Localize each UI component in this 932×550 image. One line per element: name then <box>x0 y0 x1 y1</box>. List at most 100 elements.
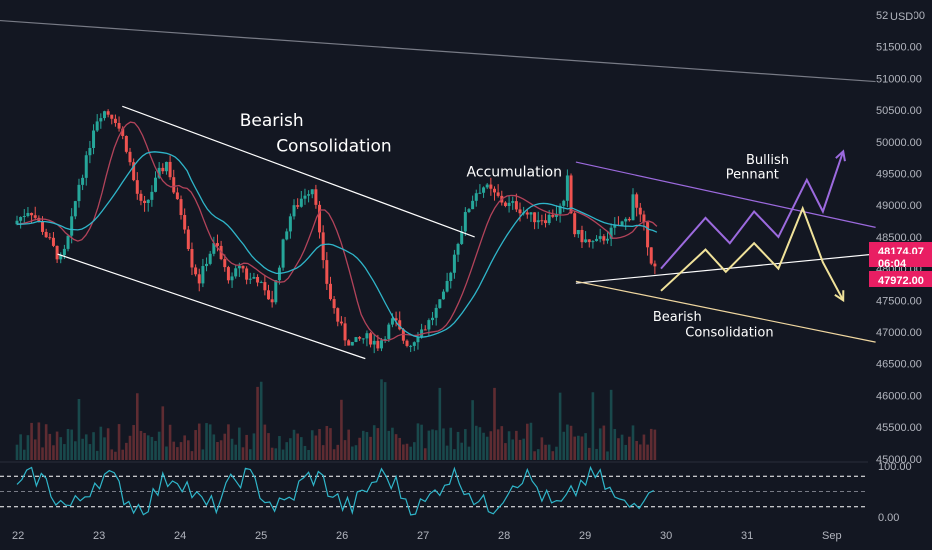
price-badge <box>869 254 932 267</box>
candle-body <box>380 340 383 349</box>
candle-body <box>88 147 92 156</box>
volume-bar <box>351 446 354 460</box>
candle-body <box>299 198 303 207</box>
volume-bar <box>41 447 44 460</box>
volume-bar <box>649 428 653 460</box>
volume-bar <box>445 445 449 460</box>
candle-body <box>565 175 569 201</box>
volume-bar <box>536 449 540 460</box>
annotation-text: Bearish <box>653 310 702 325</box>
candle-body <box>146 199 150 204</box>
consolidation-lower-line <box>575 280 876 343</box>
candle-body <box>605 238 609 241</box>
volume-bar <box>347 429 350 460</box>
volume-bar <box>26 435 30 460</box>
volume-bar <box>547 444 551 460</box>
volume-bar <box>55 431 59 460</box>
bearish-path-arrow <box>660 205 845 301</box>
candle-body <box>154 177 158 192</box>
volume-bar <box>369 436 372 460</box>
price-tick-label: 45000.00 <box>876 454 922 466</box>
volume-bar <box>653 429 657 460</box>
candle-body <box>270 299 274 303</box>
candle-body <box>183 215 187 230</box>
candle-body <box>390 318 394 325</box>
volume-bar <box>135 393 139 460</box>
candle-body <box>186 229 190 250</box>
volume-bar <box>314 435 318 460</box>
volume-bar <box>420 424 423 460</box>
candle-body <box>587 239 591 243</box>
volume-bar <box>300 437 303 460</box>
candle-body <box>226 267 230 281</box>
moving-average-fast <box>16 121 658 342</box>
volume-bar <box>391 427 394 460</box>
candle-body <box>350 341 354 346</box>
currency-label: USD <box>890 11 913 23</box>
volume-bar <box>205 423 208 460</box>
date-tick-label: 22 <box>12 530 24 542</box>
candle-body <box>649 247 653 264</box>
candle-body <box>598 236 602 239</box>
volume-bar <box>303 445 307 460</box>
volume-bar <box>617 438 620 460</box>
candle-body <box>595 238 599 242</box>
candle-body <box>201 266 205 284</box>
candle-body <box>514 201 518 210</box>
volume-bar <box>168 424 172 460</box>
volume-bar <box>227 424 230 460</box>
volume-bar <box>602 425 606 460</box>
candle-body <box>383 338 387 341</box>
candle-body <box>135 180 139 194</box>
candle-body <box>638 207 642 215</box>
volume-bar <box>489 431 493 460</box>
candle-body <box>212 243 216 254</box>
price-tick-label: 49000.00 <box>876 200 922 212</box>
candle-body <box>292 205 296 217</box>
volume-bar <box>84 434 88 460</box>
annotation-text: Consolidation <box>276 136 392 156</box>
candle-body <box>281 239 285 268</box>
volume-bar <box>114 451 117 460</box>
candle-body <box>124 135 128 152</box>
candle-body <box>635 194 639 208</box>
candle-body <box>584 239 588 243</box>
volume-bar <box>161 406 165 460</box>
annotation-text: Pennant <box>726 168 779 183</box>
volume-bar <box>427 430 431 460</box>
channel-lower-line <box>57 253 366 360</box>
bullish-path-arrowhead <box>835 149 846 162</box>
price-tick-label: 45500.00 <box>876 422 922 434</box>
candle-body <box>62 248 66 256</box>
volume-bar <box>434 430 438 460</box>
volume-bar <box>110 449 114 460</box>
candle-body <box>179 199 183 216</box>
volume-bar <box>402 444 405 460</box>
volume-bar <box>267 433 270 460</box>
candle-body <box>99 118 103 122</box>
price-tick-label: 51000.00 <box>876 73 922 85</box>
candle-body <box>653 263 657 267</box>
price-tick-label: 49500.00 <box>876 169 922 181</box>
volume-bar <box>183 435 186 460</box>
volume-bar <box>187 440 190 460</box>
price-tick-label: 47500.00 <box>876 295 922 307</box>
candle-body <box>398 320 402 330</box>
candle-body <box>102 111 106 119</box>
candle-body <box>485 184 489 188</box>
volume-bar <box>117 424 121 460</box>
candle-body <box>285 231 289 240</box>
volume-bar <box>238 427 241 460</box>
channel-upper-line <box>122 105 475 238</box>
volume-bar <box>598 428 602 460</box>
candle-body <box>332 299 336 309</box>
long-resistance-line <box>0 19 876 83</box>
candle-body <box>336 308 340 322</box>
candle-body <box>44 231 48 238</box>
price-tick-label: 51500.00 <box>876 42 922 54</box>
candle-body <box>620 221 624 227</box>
volume-bar <box>139 430 143 460</box>
candle-body <box>230 276 234 281</box>
volume-bar <box>19 434 22 460</box>
